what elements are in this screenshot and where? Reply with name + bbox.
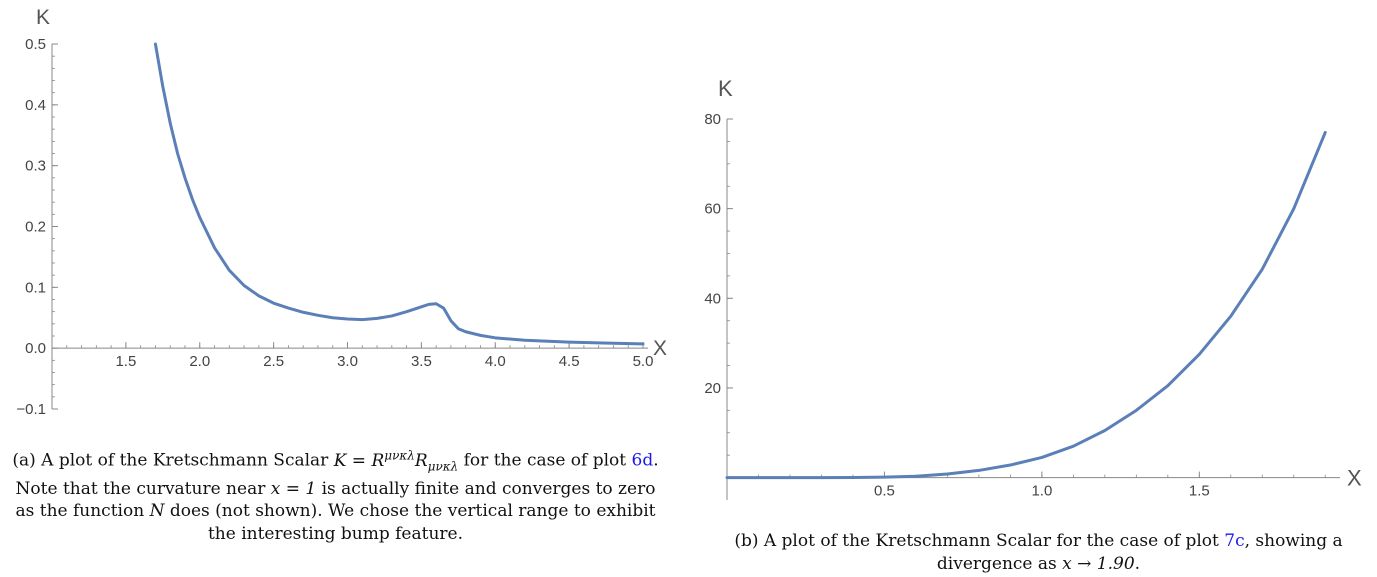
chart-a-y-tick-label: 0.5 <box>25 36 46 53</box>
chart-b-x-tick-label: 1.0 <box>1031 483 1052 500</box>
caption-a-text-4: does (not shown). We chose the vertical … <box>164 501 656 544</box>
chart-b-y-tick-label: 80 <box>704 111 721 128</box>
caption-b-prefix: (b) A plot of the Kretschmann Scalar for… <box>734 531 1225 551</box>
chart-b-y-tick-label: 40 <box>704 290 721 307</box>
caption-a-ref-link[interactable]: 6d <box>631 450 654 471</box>
chart-b-y-tick-label: 60 <box>704 201 721 218</box>
chart-b-x-tick-label: 0.5 <box>874 483 895 500</box>
caption-b-text-2: . <box>1134 553 1141 574</box>
caption-a-text-3: is actually finite and converges to zero… <box>15 478 656 522</box>
chart-a-x-tick-label: 4.5 <box>559 353 580 370</box>
chart-a-y-axis-label: K <box>36 6 50 29</box>
chart-a-x-tick-label: 3.0 <box>337 353 358 370</box>
caption-b-ref-link[interactable]: 7c <box>1224 531 1245 551</box>
chart-a-x-axis-label: X <box>653 337 667 360</box>
chart-a: 1.5 2.0 2.5 3.0 3.5 4.0 4.5 5.0 −0.1 0.0 0.1 0.2 0.3… <box>16 6 667 418</box>
chart-b: 0.5 1.0 1.5 20 40 60 80 K X <box>704 76 1362 500</box>
chart-a-y-tick-label: 0.2 <box>25 219 46 236</box>
caption-a-prefix: (a) A plot of the Kretschmann Scalar <box>12 450 334 471</box>
caption-a-text-2: . Note that the curvature near <box>15 450 659 499</box>
chart-a-x-tick-label: 2.5 <box>263 353 284 370</box>
chart-a-y-tick-label: −0.1 <box>16 401 46 418</box>
chart-b-y-axis-label: K <box>718 76 733 101</box>
chart-a-x-tick-label: 5.0 <box>633 353 654 370</box>
chart-b-series-line-0 <box>725 130 1327 480</box>
chart-b-x-axis-label: X <box>1347 466 1362 491</box>
chart-a-x-tick-label: 2.0 <box>189 353 210 370</box>
caption-a-condition: x = 1 <box>270 478 317 499</box>
caption-b-text-1: , showing a divergence as <box>936 531 1343 574</box>
caption-a-text-1: for the case of plot <box>458 450 632 471</box>
chart-b-y-tick-label: 20 <box>704 380 721 397</box>
chart-a-y-tick-label: 0.4 <box>25 97 46 114</box>
chart-a-y-tick-label: 0.3 <box>25 158 46 175</box>
chart-a-x-tick-label: 3.5 <box>411 353 432 370</box>
caption-b-condition: x → 1.90 <box>1062 553 1135 574</box>
chart-a-x-tick-label: 4.0 <box>485 353 506 370</box>
chart-a-y-tick-label: 0.1 <box>25 279 46 296</box>
caption-a-function: N <box>149 501 165 522</box>
caption-a-formula: K = RμνκλRμνκλ <box>333 448 459 474</box>
chart-a-series-line-0 <box>153 42 645 346</box>
chart-a-x-tick-label: 1.5 <box>115 353 136 370</box>
caption-b: (b) A plot of the Kretschmann Scalar for… <box>700 530 1377 575</box>
chart-b-x-tick-label: 1.5 <box>1189 483 1210 500</box>
caption-a: (a) A plot of the Kretschmann Scalar K =… <box>8 444 663 545</box>
chart-a-y-tick-label: 0.0 <box>25 340 46 357</box>
